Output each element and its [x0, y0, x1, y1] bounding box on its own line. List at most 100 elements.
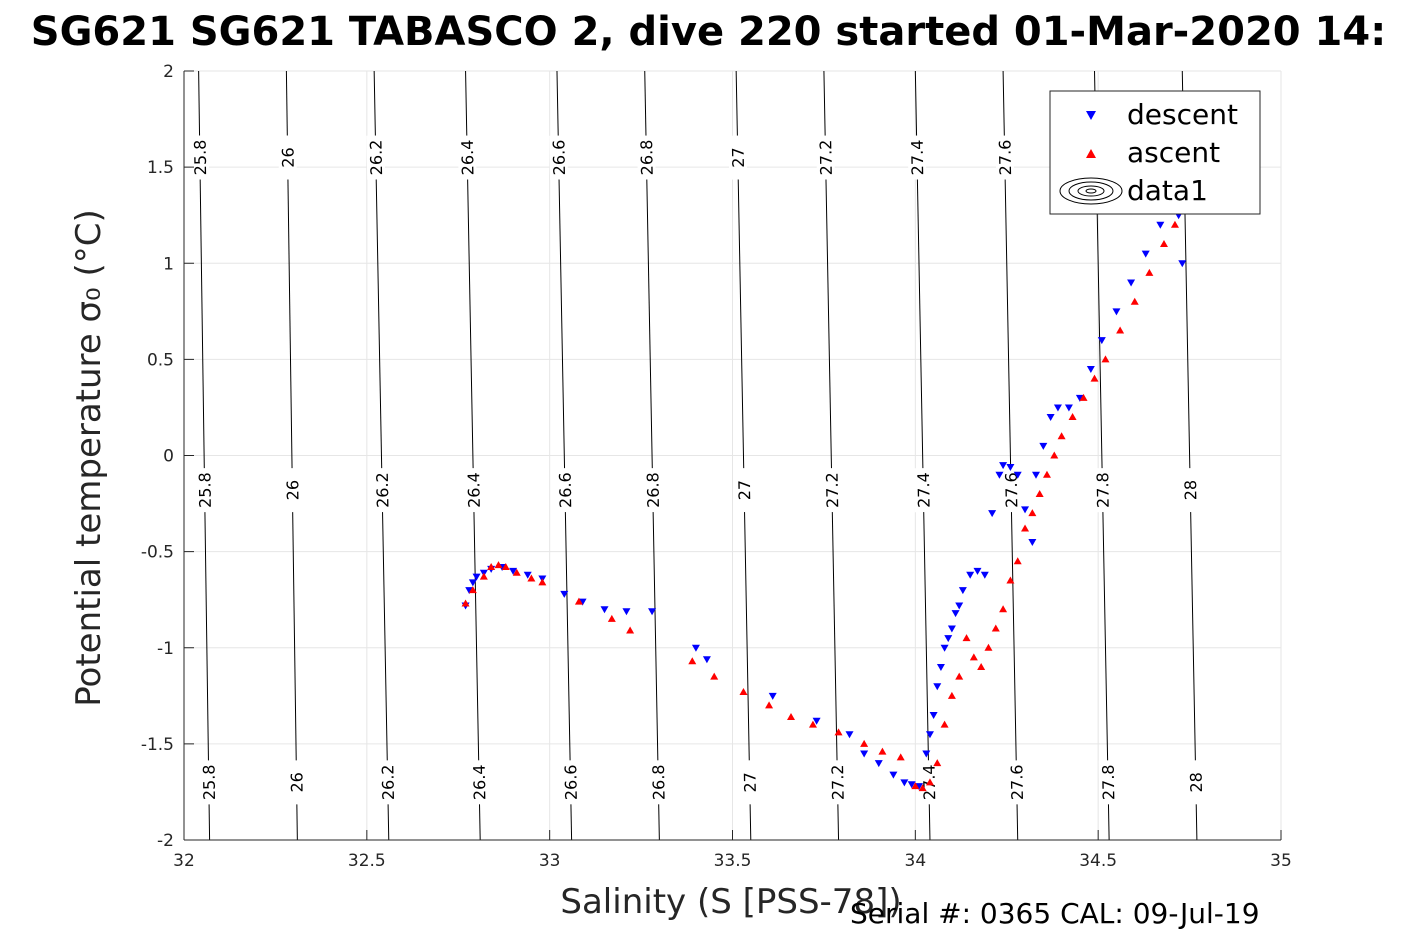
- contour-label-bg: [636, 135, 656, 180]
- ascent-point: [1170, 220, 1179, 228]
- descent-point: [907, 781, 916, 789]
- descent-point: [966, 571, 975, 579]
- descent-point: [999, 462, 1008, 470]
- descent-point: [914, 783, 923, 791]
- ascent-point: [527, 574, 536, 582]
- descent-point: [925, 731, 934, 739]
- ascent-point: [1079, 393, 1088, 401]
- plot-axes: 32 32.5 33 33.5 34 34.5 35 -2 -1.5 -1 -0.5 0 0.5 1 1.5…: [141, 62, 1292, 871]
- density-contour-line: [823, 71, 840, 840]
- ascent-point: [918, 784, 927, 792]
- descent-point: [465, 587, 474, 595]
- y-tick-label: -2: [157, 831, 174, 851]
- x-tick-label: 34: [905, 851, 927, 871]
- contour-label: 27.2: [823, 472, 843, 508]
- ascent-point: [461, 599, 470, 607]
- density-contour-line: [556, 71, 573, 840]
- contour-label-bg: [366, 135, 386, 180]
- contour-label-bg: [199, 760, 219, 805]
- descent-point: [812, 717, 821, 725]
- descent-point: [936, 663, 945, 671]
- ascent-point: [1116, 326, 1125, 334]
- descent-point: [1039, 442, 1048, 450]
- descent-point: [980, 571, 989, 579]
- ascent-point: [984, 643, 993, 651]
- ascent-point: [538, 578, 547, 586]
- x-tick-label: 33.5: [714, 851, 752, 871]
- contour-label: 26.4: [458, 140, 478, 176]
- contour-label: 28: [1187, 772, 1206, 793]
- contour-label: 25.8: [200, 764, 220, 800]
- contour-label: 26.6: [561, 764, 581, 800]
- contour-label: 26.6: [556, 472, 576, 508]
- contour-label-bg: [734, 467, 754, 513]
- legend-descent: descent: [1127, 98, 1238, 131]
- density-contour-line: [465, 71, 481, 840]
- legend-contour-icon: [1059, 177, 1123, 205]
- x-tick-label: 35: [1270, 851, 1292, 871]
- descent-point: [933, 683, 942, 691]
- contour-label-bg: [643, 467, 663, 513]
- contour-label-bg: [457, 135, 477, 180]
- ascent-point: [1035, 489, 1044, 497]
- ascent-point: [947, 691, 956, 699]
- contour-label: 27.2: [828, 764, 848, 800]
- contour-label-bg: [283, 467, 302, 513]
- x-axis-label: Salinity (S [PSS-78]): [560, 882, 901, 922]
- contour-label-bg: [190, 135, 210, 180]
- ascent-point: [999, 605, 1008, 613]
- ascent-point: [878, 747, 887, 755]
- ascent-point: [1057, 432, 1066, 440]
- contour-label-bg: [1098, 760, 1118, 805]
- ascent-point: [574, 597, 583, 605]
- contour-label: 26.6: [549, 140, 569, 176]
- contour-label: 27.6: [1007, 764, 1027, 800]
- contour-label-bg: [561, 760, 580, 805]
- y-tick-label: -0.5: [141, 543, 174, 563]
- contour-label-bg: [1180, 467, 1200, 513]
- ascent-point: [1021, 524, 1030, 532]
- ascent-point: [787, 712, 796, 720]
- descent-point: [600, 606, 609, 614]
- contour-label: 27: [729, 147, 748, 168]
- contour-label: 27.8: [1093, 472, 1113, 508]
- ascent-point: [1028, 509, 1037, 517]
- ascent-point: [933, 759, 942, 767]
- contour-label: 26.4: [470, 764, 490, 800]
- descent-point: [947, 625, 956, 633]
- density-contour-line: [373, 71, 390, 840]
- ascent-point: [896, 753, 905, 761]
- chart-title: SG621 SG621 TABASCO 2, dive 220 started …: [30, 9, 1387, 55]
- ascent-point: [991, 624, 1000, 632]
- descent-point: [1141, 250, 1150, 258]
- descent-point: [523, 571, 532, 579]
- ascent-point: [487, 563, 496, 571]
- contour-label: 26.8: [649, 764, 669, 800]
- descent-point: [1178, 260, 1187, 268]
- descent-point: [578, 598, 587, 606]
- contour-label-bg: [907, 135, 927, 180]
- ascent-point: [925, 778, 934, 786]
- descent-point: [1064, 404, 1073, 412]
- ascent-point: [1068, 413, 1077, 421]
- contour-label: 26.2: [373, 472, 393, 508]
- descent-point: [889, 771, 898, 779]
- descent-point: [860, 750, 869, 758]
- density-contour-line: [735, 71, 752, 840]
- ascent-point: [1013, 557, 1022, 565]
- ascent-point: [860, 739, 869, 747]
- contour-label: 25.8: [191, 140, 211, 176]
- contour-label: 26: [283, 480, 302, 501]
- ascent-point: [494, 561, 503, 569]
- descent-point: [958, 587, 967, 595]
- contour-label-bg: [555, 467, 575, 513]
- contour-label: 27.6: [995, 140, 1015, 176]
- legend-box: [1049, 90, 1261, 215]
- descent-point: [472, 573, 481, 581]
- contour-label-bg: [1007, 760, 1027, 805]
- contour-label-bg: [549, 135, 569, 180]
- contour-label-bg: [372, 467, 392, 513]
- ascent-point: [739, 687, 748, 695]
- descent-point: [922, 750, 931, 758]
- descent-point: [973, 567, 982, 575]
